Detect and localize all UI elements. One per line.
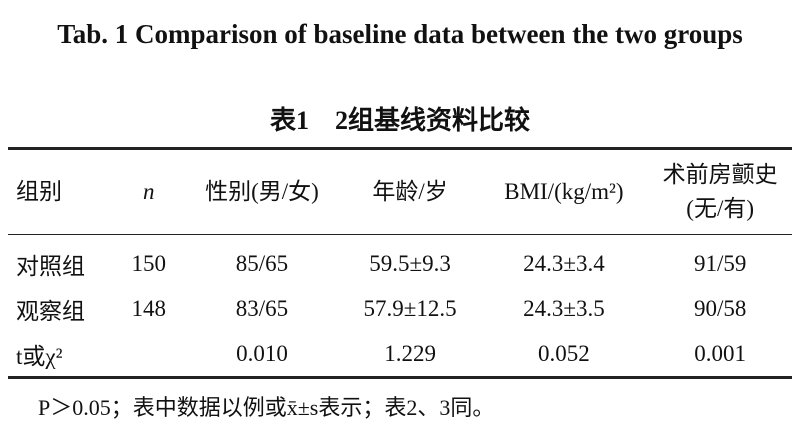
column-header: BMI/(kg/m²) (479, 148, 649, 235)
table-cell: 90/58 (693, 295, 747, 321)
header-row: 组别 n 性别(男/女) 年龄/岁 BMI/(kg/m²) 术前房颤史(无/有) (8, 148, 792, 235)
column-header-text: 术前房颤史(无/有) (662, 162, 778, 221)
table-row: t或χ² 0.010 1.229 0.052 0.001 (8, 331, 792, 378)
table-cell: 91/59 (693, 250, 747, 276)
table-cell: 0.001 (694, 340, 747, 366)
table-cell: 85/65 (235, 250, 289, 276)
table-cell: 0.010 (236, 340, 288, 366)
table-cell: 24.3±3.5 (523, 295, 605, 321)
table-cell: 57.9±12.5 (363, 295, 457, 321)
table-cell: 24.3±3.4 (523, 250, 605, 276)
table-cell: 观察组 (16, 298, 85, 324)
title-zh: 表1 2组基线资料比较 (269, 106, 530, 135)
table-cell: 对照组 (16, 253, 85, 279)
column-header: 性别(男/女) (183, 148, 341, 235)
table-row: 观察组 148 83/65 57.9±12.5 24.3±3.5 90/58 (8, 286, 792, 331)
table-cell: 148 (131, 295, 166, 321)
table: 组别 n 性别(男/女) 年龄/岁 BMI/(kg/m²) 术前房颤史(无/有)… (8, 147, 792, 379)
column-header: 术前房颤史(无/有) (648, 148, 792, 235)
table-cell: 0.052 (538, 340, 590, 366)
column-header: n (114, 148, 184, 235)
footnote: P＞0.05；表中数据以例或x̄±s表示；表2、3同。 (38, 395, 495, 420)
title: Tab. 1 Comparison of baseline data betwe… (57, 19, 743, 49)
table-cell: 1.229 (384, 340, 436, 366)
table-row: 对照组 150 85/65 59.5±9.3 24.3±3.4 91/59 (8, 235, 792, 287)
table-cell: 150 (131, 250, 166, 276)
table-cell: 83/65 (235, 295, 289, 321)
table-cell: t或χ² (16, 343, 63, 369)
table-cell (114, 331, 183, 378)
column-header: 组别 (8, 148, 115, 235)
table-cell: 59.5±9.3 (369, 250, 451, 276)
column-header: 年龄/岁 (340, 148, 480, 235)
